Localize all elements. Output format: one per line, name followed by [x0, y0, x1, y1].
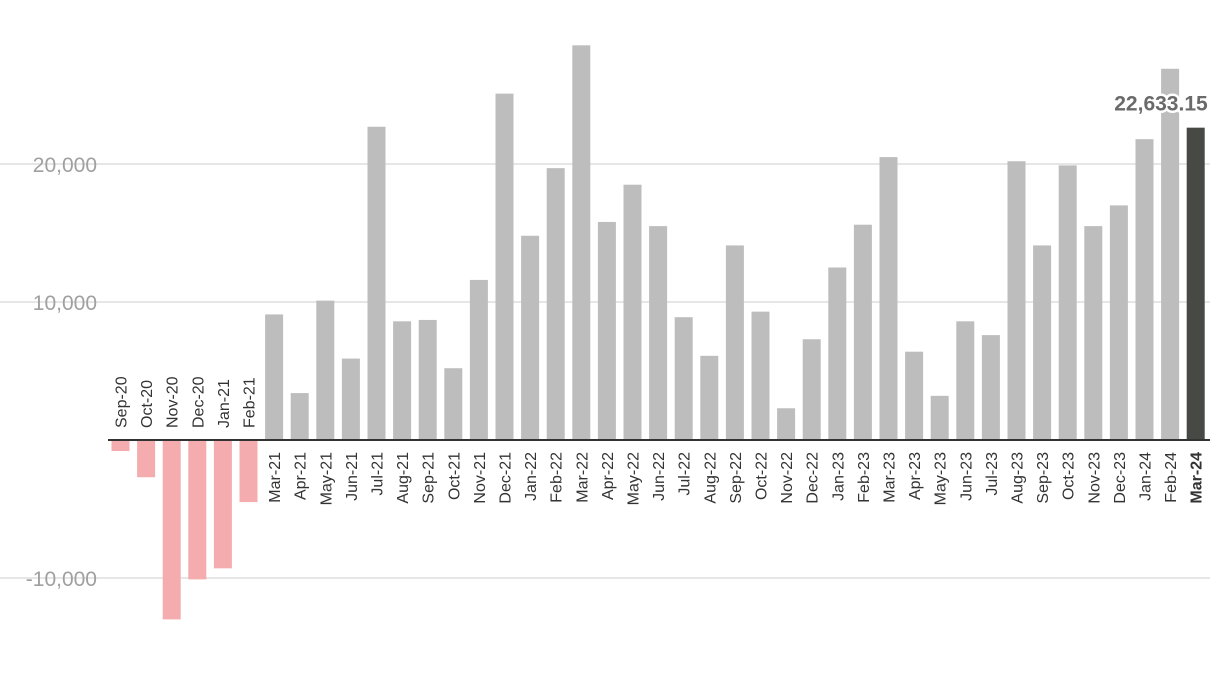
- x-tick-label: Oct-23: [1061, 452, 1078, 500]
- bar-mar-23: [879, 157, 898, 440]
- bar-jul-21: [367, 126, 386, 441]
- x-tick-label: Oct-22: [754, 452, 771, 500]
- bar-dec-20: [188, 440, 207, 580]
- x-tick-label: Sep-20: [114, 376, 131, 428]
- x-tick-label: Aug-23: [1010, 452, 1027, 504]
- x-tick-label: Nov-20: [165, 376, 182, 428]
- x-tick-label: Apr-22: [600, 452, 617, 500]
- x-tick-label: Sep-23: [1035, 452, 1052, 504]
- x-tick-label: Jun-21: [344, 452, 361, 501]
- x-tick-label: May-23: [933, 452, 950, 505]
- x-tick-label: Oct-21: [446, 452, 463, 500]
- bar-feb-24: [1161, 68, 1180, 440]
- x-tick-label: Nov-23: [1086, 452, 1103, 504]
- y-tick-label: 20,000: [33, 154, 97, 177]
- bar-dec-21: [495, 93, 514, 441]
- bar-nov-22: [777, 408, 796, 440]
- x-tick-label: Sep-22: [728, 452, 745, 504]
- x-tick-label: Sep-21: [421, 452, 438, 504]
- bar-oct-20: [137, 440, 156, 478]
- bar-aug-21: [393, 321, 412, 440]
- x-tick-label: Jul-23: [984, 452, 1001, 496]
- bar-jan-21: [213, 440, 232, 569]
- bar-dec-23: [1109, 205, 1128, 440]
- x-tick-label: Apr-21: [293, 452, 310, 500]
- bar-sep-21: [418, 319, 437, 440]
- bar-apr-22: [597, 221, 616, 440]
- bar-mar-21: [265, 314, 284, 440]
- bar-nov-21: [469, 279, 488, 440]
- x-tick-label: Feb-21: [242, 377, 259, 428]
- bar-sep-20: [111, 440, 130, 452]
- y-axis-tick-labels: -10,000 10,000 20,000: [26, 154, 97, 591]
- x-tick-label: Jun-22: [651, 452, 668, 501]
- bar-jan-23: [828, 267, 847, 440]
- x-tick-label: Jan-23: [830, 452, 847, 501]
- highlight-value-label: 22,633.15: [1114, 93, 1208, 116]
- annotations: 22,633.15: [1112, 90, 1211, 118]
- x-axis-category-labels: Sep-20 Oct-20 Nov-20 Dec-20 Jan-21 Feb-21 Mar-…: [114, 376, 1206, 505]
- bar-aug-22: [700, 355, 719, 440]
- bar-apr-23: [905, 351, 924, 440]
- x-tick-label: Mar-24: [1189, 452, 1206, 504]
- bar-dec-22: [802, 339, 821, 440]
- bar-jan-22: [521, 235, 540, 440]
- bar-oct-23: [1058, 165, 1077, 440]
- bar-nov-23: [1084, 226, 1103, 440]
- bar-jun-21: [341, 358, 360, 440]
- x-tick-label: Mar-21: [267, 452, 284, 503]
- bar-may-23: [930, 395, 949, 440]
- bar-jun-22: [649, 226, 668, 440]
- bars: [111, 45, 1205, 620]
- bar-mar-22: [572, 45, 591, 440]
- x-tick-label: Aug-22: [702, 452, 719, 504]
- x-tick-label: Dec-21: [498, 452, 515, 504]
- x-tick-label: Dec-22: [805, 452, 822, 504]
- bar-jun-23: [956, 321, 975, 440]
- bar-oct-21: [444, 368, 463, 440]
- x-tick-label: Mar-22: [574, 452, 591, 503]
- bar-may-22: [623, 184, 642, 440]
- x-tick-label: Jul-22: [677, 452, 694, 496]
- x-tick-label: Dec-23: [1112, 452, 1129, 504]
- x-tick-label: Oct-20: [139, 380, 156, 428]
- bar-feb-21: [239, 440, 258, 503]
- x-tick-label: Jan-24: [1138, 452, 1155, 501]
- bar-nov-20: [162, 440, 181, 620]
- bar-jul-22: [674, 317, 693, 440]
- bar-sep-23: [1033, 245, 1052, 440]
- bar-sep-22: [725, 245, 744, 440]
- bar-jan-24: [1135, 139, 1154, 440]
- bar-may-21: [316, 300, 335, 440]
- x-tick-label: Feb-22: [549, 452, 566, 503]
- bar-apr-21: [290, 393, 309, 440]
- x-tick-label: Nov-22: [779, 452, 796, 504]
- x-tick-label: May-21: [318, 452, 335, 505]
- x-tick-label: Jul-21: [370, 452, 387, 496]
- x-tick-label: Nov-21: [472, 452, 489, 504]
- bar-aug-23: [1007, 161, 1026, 441]
- x-tick-label: Dec-20: [190, 376, 207, 428]
- x-tick-label: Jan-21: [216, 379, 233, 428]
- y-tick-label: -10,000: [26, 568, 97, 591]
- x-tick-label: Feb-23: [856, 452, 873, 503]
- y-tick-label: 10,000: [33, 292, 97, 315]
- x-tick-label: Jan-22: [523, 452, 540, 501]
- bar-oct-22: [751, 311, 770, 440]
- bar-feb-23: [853, 224, 872, 440]
- x-tick-label: Mar-23: [882, 452, 899, 503]
- bar-mar-24: [1186, 127, 1205, 440]
- x-tick-label: May-22: [626, 452, 643, 505]
- x-tick-label: Aug-21: [395, 452, 412, 504]
- x-tick-label: Jun-23: [958, 452, 975, 501]
- bar-jul-23: [981, 335, 1000, 440]
- x-tick-label: Feb-24: [1163, 452, 1180, 503]
- bar-feb-22: [546, 168, 565, 440]
- x-tick-label: Apr-23: [907, 452, 924, 500]
